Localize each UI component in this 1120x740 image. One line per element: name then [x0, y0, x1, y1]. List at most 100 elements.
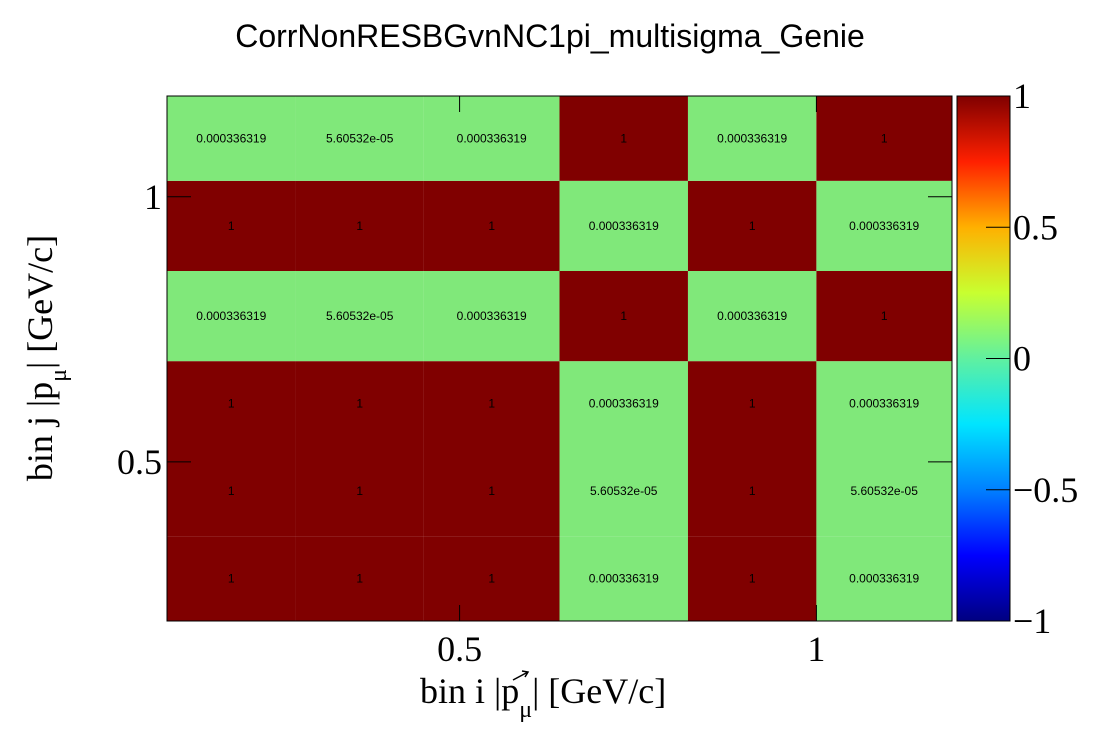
cell-value-label: 0.000336319 — [849, 397, 919, 411]
cell-value-label: 1 — [356, 484, 363, 498]
y-tick-label: 1 — [144, 177, 162, 217]
x-tick-label: 0.5 — [437, 629, 482, 669]
cell-value-label: 5.60532e-05 — [326, 309, 394, 323]
heatmap-cell — [167, 271, 296, 362]
cell-value-label: 0.000336319 — [457, 309, 527, 323]
cell-value-label: 1 — [488, 397, 495, 411]
cell-value-label: 1 — [228, 397, 235, 411]
heatmap-cell — [816, 536, 952, 621]
y-axis-title-variable: p — [20, 382, 60, 400]
cell-value-label: 1 — [749, 219, 756, 233]
svg-text:bin j |pμ| [GeV/c]: bin j |pμ| [GeV/c] — [20, 235, 72, 481]
heatmap-cell — [423, 271, 560, 362]
heatmap-cell — [167, 361, 296, 446]
heatmap-cell — [167, 180, 296, 271]
x-axis-vector-arrow-icon — [512, 670, 530, 681]
heatmap-cell — [687, 96, 817, 181]
heatmap-cell — [816, 271, 952, 362]
heatmap-cell — [559, 361, 688, 446]
heatmap-cell — [687, 361, 817, 446]
cell-value-label: 1 — [749, 572, 756, 586]
cell-value-label: 1 — [620, 131, 627, 145]
cell-value-label: 5.60532e-05 — [851, 484, 919, 498]
x-tick-label: 1 — [807, 629, 825, 669]
cell-value-label: 0.000336319 — [589, 397, 659, 411]
cell-value-label: 0.000336319 — [849, 572, 919, 586]
heatmap-cell — [423, 180, 560, 271]
x-axis-title: bin i |pμ| [GeV/c] — [420, 670, 666, 723]
cell-value-label: 1 — [881, 131, 888, 145]
cell-value-label: 1 — [356, 219, 363, 233]
heatmap-cell — [559, 446, 688, 537]
heatmap-cell — [816, 96, 952, 181]
heatmap-cell — [295, 271, 424, 362]
svg-text:bin i |pμ| [GeV/c]: bin i |pμ| [GeV/c] — [420, 671, 666, 723]
x-axis-title-unit: | [GeV/c] — [532, 671, 666, 711]
color-scale-tick-label: 1 — [1013, 76, 1031, 116]
x-axis-title-main: bin i | — [420, 671, 501, 711]
color-scale-tick-label: −0.5 — [1013, 470, 1078, 510]
cell-value-label: 5.60532e-05 — [326, 131, 394, 145]
cell-value-label: 0.000336319 — [589, 572, 659, 586]
chart-title: CorrNonRESBGvnNC1pi_multisigma_Genie — [235, 18, 865, 54]
cell-value-label: 1 — [620, 309, 627, 323]
x-axis-title-subscript: μ — [519, 697, 532, 723]
y-axis-title-subscript: μ — [46, 369, 72, 382]
heatmap-cell — [559, 180, 688, 271]
cell-value-label: 0.000336319 — [717, 131, 787, 145]
heatmap-cell — [559, 536, 688, 621]
heatmap-cell — [423, 96, 560, 181]
heatmap-cell — [816, 446, 952, 537]
heatmap-cell — [687, 180, 817, 271]
cell-value-label: 1 — [356, 572, 363, 586]
y-axis-title: bin j |pμ| [GeV/c] — [20, 235, 72, 481]
cell-value-label: 0.000336319 — [457, 131, 527, 145]
heatmap-cell — [687, 536, 817, 621]
heatmap-cell — [687, 271, 817, 362]
heatmap-cell — [295, 180, 424, 271]
heatmap-cell — [167, 536, 296, 621]
cell-value-label: 1 — [488, 219, 495, 233]
cell-value-label: 1 — [488, 572, 495, 586]
cell-value-label: 1 — [228, 219, 235, 233]
heatmap-cell-labels: 1 1 1 0.000336319 1 0.000336319 1 1 1 5.60532e-05… — [196, 131, 919, 585]
cell-value-label: 0.000336319 — [589, 219, 659, 233]
heatmap-cell — [295, 361, 424, 446]
y-tick-label: 0.5 — [117, 442, 162, 482]
y-axis-title-unit: | [GeV/c] — [20, 235, 60, 369]
color-scale-tick-label: 0.5 — [1013, 207, 1058, 247]
x-axis-ticks: 0.5 1 — [437, 96, 825, 669]
cell-value-label: 1 — [749, 484, 756, 498]
color-scale-tick-label: −1 — [1013, 601, 1051, 641]
heatmap-cell — [559, 271, 688, 362]
color-scale-ticks: 1 0.5 0 −0.5 −1 — [986, 76, 1078, 641]
cell-value-label: 1 — [749, 397, 756, 411]
heatmap-cell — [816, 180, 952, 271]
cell-value-label: 1 — [228, 572, 235, 586]
heatmap-cell — [295, 96, 424, 181]
cell-value-label: 0.000336319 — [196, 309, 266, 323]
heatmap-cell — [423, 536, 560, 621]
cell-value-label: 0.000336319 — [717, 309, 787, 323]
y-axis-title-main: bin j | — [20, 400, 60, 481]
heatmap-cell — [559, 96, 688, 181]
y-axis-ticks: 0.51 — [117, 177, 952, 482]
cell-value-label: 5.60532e-05 — [590, 484, 658, 498]
cell-value-label: 0.000336319 — [849, 219, 919, 233]
heatmap-cell — [295, 446, 424, 537]
heatmap-cell — [167, 96, 296, 181]
cell-value-label: 1 — [881, 309, 888, 323]
cell-value-label: 1 — [356, 397, 363, 411]
cell-value-label: 1 — [228, 484, 235, 498]
heatmap-cell — [423, 361, 560, 446]
heatmap-cell — [687, 446, 817, 537]
heatmap-cell — [167, 446, 296, 537]
color-scale-tick-label: 0 — [1013, 339, 1031, 379]
cell-value-label: 1 — [488, 484, 495, 498]
heatmap-cell — [423, 446, 560, 537]
heatmap-cell — [816, 361, 952, 446]
heatmap-cell — [295, 536, 424, 621]
x-axis-title-variable: p — [501, 671, 519, 711]
cell-value-label: 0.000336319 — [196, 131, 266, 145]
